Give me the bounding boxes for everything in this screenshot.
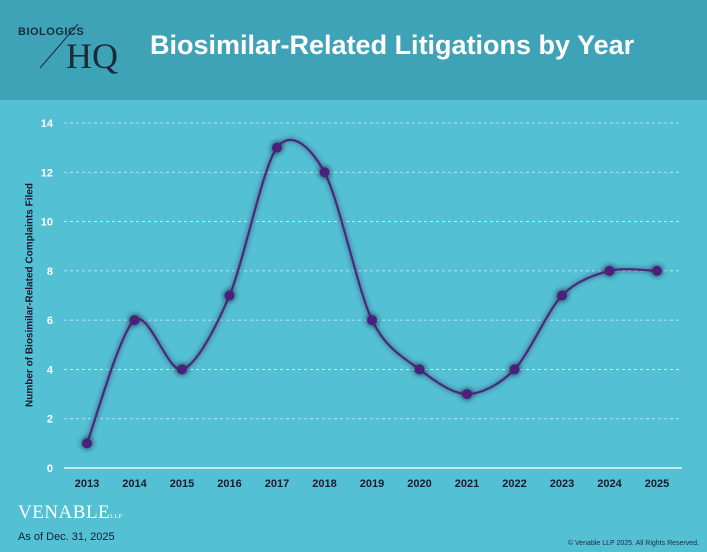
- logo-slash-icon: [39, 23, 79, 69]
- data-point: [414, 364, 425, 375]
- data-point: [129, 315, 140, 326]
- data-point: [319, 167, 330, 178]
- x-tick-label: 2018: [312, 478, 336, 490]
- x-tick-label: 2017: [265, 478, 289, 490]
- x-tick-label: 2015: [170, 478, 194, 490]
- data-point: [604, 265, 615, 276]
- x-tick-label: 2024: [597, 478, 622, 490]
- x-tick-label: 2020: [407, 478, 431, 490]
- y-tick-label: 12: [41, 167, 53, 179]
- x-tick-label: 2014: [122, 478, 147, 490]
- data-point: [224, 290, 235, 301]
- data-point: [557, 290, 567, 301]
- y-tick-label: 6: [47, 315, 53, 327]
- y-tick-label: 8: [47, 266, 53, 278]
- data-point: [462, 389, 472, 400]
- y-tick-label: 0: [47, 463, 53, 475]
- logo-text-biologics: BIOLOGICS: [18, 26, 85, 38]
- data-point: [652, 265, 662, 276]
- data-point: [82, 438, 92, 449]
- data-point: [272, 142, 282, 153]
- chart-title: Biosimilar-Related Litigations by Year: [150, 30, 635, 60]
- copyright-notice: © Venable LLP 2025. All Rights Reserved.: [567, 540, 699, 547]
- y-tick-label: 10: [41, 217, 53, 229]
- data-point: [177, 364, 187, 375]
- header-banner: BIOLOGICS HQ Biosimilar-Related Litigati…: [0, 0, 707, 100]
- as-of-date: As of Dec. 31, 2025: [18, 531, 115, 543]
- series-line: [85, 138, 658, 444]
- y-tick-label: 2: [47, 414, 53, 426]
- data-point: [509, 364, 520, 375]
- x-tick-label: 2025: [645, 478, 669, 490]
- venable-logo: VENABLELLP: [18, 502, 122, 524]
- series-line-glow: [84, 137, 658, 445]
- venable-brand: VENABLE: [18, 502, 111, 523]
- x-tick-label: 2023: [550, 478, 574, 490]
- venable-brand-suffix: LLP: [110, 514, 123, 520]
- x-tick-label: 2013: [75, 478, 99, 490]
- data-point: [367, 315, 377, 326]
- y-tick-label: 4: [47, 364, 54, 376]
- y-tick-label: 14: [41, 118, 54, 130]
- x-tick-label: 2022: [502, 478, 526, 490]
- logo-text-hq: HQ: [66, 36, 118, 76]
- x-tick-label: 2019: [360, 478, 384, 490]
- x-tick-label: 2021: [455, 478, 479, 490]
- x-tick-label: 2016: [217, 478, 241, 490]
- biologics-hq-logo: BIOLOGICS HQ: [16, 18, 136, 82]
